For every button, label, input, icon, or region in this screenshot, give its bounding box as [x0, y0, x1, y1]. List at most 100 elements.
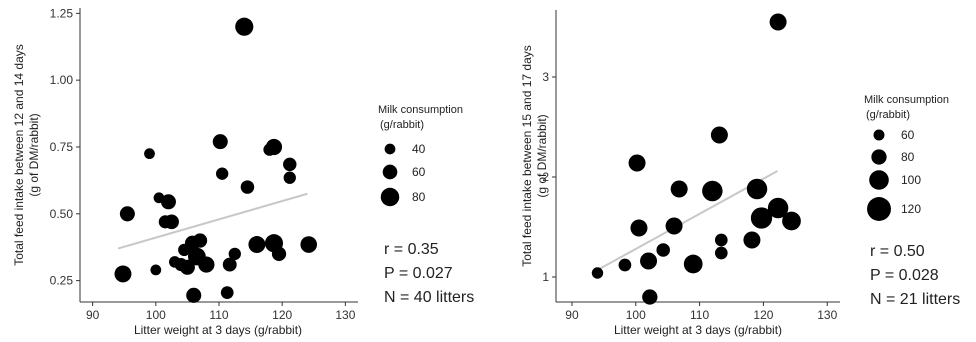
left-x-tick-label: 100 [146, 308, 166, 322]
right-legend-label: 120 [901, 202, 921, 216]
right-data-point [702, 180, 723, 202]
left-data-point [220, 286, 234, 299]
left-legend-symbol [382, 164, 398, 180]
left-points-layer [114, 17, 318, 303]
right-x-tick-label: 130 [817, 308, 837, 322]
right-data-point [628, 154, 646, 172]
right-x-tick-label: 110 [690, 308, 709, 322]
left-data-point [222, 257, 237, 272]
right-legend-label: 60 [901, 128, 915, 142]
right-data-point [714, 246, 728, 260]
left-data-point [119, 206, 135, 222]
left-x-tick-label: 90 [86, 308, 100, 322]
left-legend-title-line-2: (g/rabbit) [380, 119, 424, 131]
right-data-point [591, 267, 604, 279]
right-legend-title-line-1: Milk consumption [864, 94, 949, 106]
left-data-point [248, 236, 266, 254]
right-data-point [640, 252, 658, 270]
left-data-point [240, 180, 255, 194]
left-y-tick-label: 1.25 [50, 6, 74, 20]
right-legend-symbol [871, 149, 887, 165]
left-data-point [192, 233, 208, 248]
left-legend-symbol [380, 187, 400, 207]
right-data-point [782, 211, 801, 231]
right-data-point [743, 231, 761, 249]
left-y-tick-label: 0.25 [50, 274, 74, 288]
right-data-point [750, 207, 773, 229]
right-legend-label: 100 [901, 173, 921, 187]
left-scatter-panel: 90 100 110 120 130 0.25 0.50 0.75 1.00 1.25 Total… [12, 6, 474, 337]
right-scatter-panel: 90 100 110 120 130 1 2 3 Total feed intake betw… [520, 10, 960, 337]
right-stat-p: P = 0.028 [870, 267, 939, 284]
right-x-tick-label: 100 [626, 308, 646, 322]
right-data-point [670, 180, 688, 198]
right-legend-items: 60 80 100 120 [867, 128, 921, 221]
right-data-point [665, 217, 683, 235]
left-data-point [212, 134, 228, 150]
right-y-tick-label: 1 [542, 270, 549, 284]
right-stat-n: N = 21 litters [870, 291, 960, 308]
right-x-tick-label: 120 [753, 308, 773, 322]
right-legend-symbol [869, 170, 889, 190]
right-points-layer [591, 13, 801, 305]
right-data-point [769, 13, 787, 31]
right-y-tick-label: 2 [542, 170, 549, 184]
left-stat-r: r = 0.35 [384, 241, 439, 258]
right-y-axis-title-line-2: (g of DM/rabbit) [535, 114, 549, 197]
left-data-point [300, 236, 318, 253]
right-legend-symbol [873, 129, 885, 141]
right-data-point [618, 258, 632, 272]
left-stat-n: N = 40 litters [384, 289, 474, 306]
left-x-axis-title: Litter weight at 3 days (g/rabbit) [134, 323, 302, 337]
left-legend-label: 60 [412, 165, 426, 179]
left-x-tick-label: 110 [209, 308, 228, 322]
left-legend-title-line-1: Milk consumption [378, 104, 463, 116]
right-legend-symbol [867, 197, 891, 221]
right-data-point [767, 197, 789, 219]
right-y-tick-label: 3 [542, 70, 549, 84]
left-y-tick-label: 0.75 [50, 140, 74, 154]
right-data-point [746, 178, 768, 200]
left-legend-symbol [384, 143, 396, 155]
left-data-point [198, 256, 215, 273]
left-y-tick-label: 0.50 [50, 207, 74, 221]
left-data-point [164, 214, 179, 230]
left-trend-layer [117, 192, 308, 250]
left-data-point [265, 138, 283, 156]
right-x-tick-label: 90 [565, 308, 579, 322]
left-legend-items: 40 60 80 [380, 142, 426, 207]
left-data-point [179, 259, 195, 275]
left-y-axis-title-line-2: (g of DM/rabbit) [27, 113, 41, 196]
left-y-axis-title-line-1: Total feed intake between 12 and 14 days [12, 44, 26, 266]
left-ticks: 90 100 110 120 130 0.25 0.50 0.75 1.00 1.25 [50, 6, 356, 322]
left-y-tick-label: 1.00 [50, 73, 74, 87]
right-x-axis-title: Litter weight at 3 days (g/rabbit) [614, 323, 782, 337]
left-legend-label: 80 [412, 190, 426, 204]
left-data-point [283, 171, 296, 184]
right-legend-title-line-2: (g/rabbit) [866, 109, 910, 121]
left-data-point [283, 157, 297, 172]
right-data-point [714, 233, 728, 247]
left-data-point [160, 194, 176, 210]
left-trend-line [117, 192, 308, 250]
right-data-point [710, 126, 728, 144]
left-data-point [228, 247, 241, 261]
left-data-point [150, 264, 162, 276]
left-data-point [144, 148, 155, 160]
right-data-point [630, 219, 648, 237]
right-legend-label: 80 [901, 150, 915, 164]
left-data-point [271, 246, 287, 262]
right-data-point [683, 254, 703, 274]
left-data-point [114, 265, 132, 283]
right-data-point [656, 243, 670, 257]
left-legend-label: 40 [412, 142, 426, 156]
left-data-point [186, 287, 202, 303]
left-data-point [235, 17, 254, 36]
right-data-point [642, 289, 658, 305]
left-x-tick-label: 130 [335, 308, 355, 322]
right-y-axis-title-line-1: Total feed intake between 15 and 17 days [520, 45, 534, 267]
left-data-point [216, 167, 229, 180]
right-stat-r: r = 0.50 [870, 243, 925, 260]
left-x-tick-label: 120 [272, 308, 292, 322]
